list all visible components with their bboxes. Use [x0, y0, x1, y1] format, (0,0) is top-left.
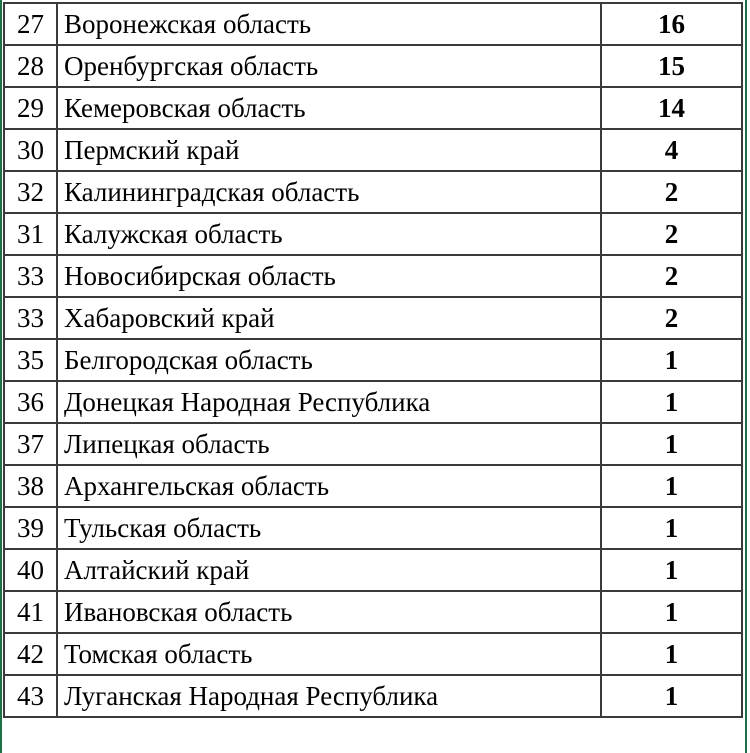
table-row: 38 Архангельская область 1: [3, 464, 743, 508]
table-row: 43 Луганская Народная Республика 1: [3, 674, 743, 718]
table-row: 31 Калужская область 2: [3, 212, 743, 256]
table-row: 29 Кемеровская область 14: [3, 86, 743, 130]
table-row: 30 Пермский край 4: [3, 128, 743, 172]
region-table: 27 Воронежская область 16 28 Оренбургская об…: [3, 2, 743, 718]
value-cell[interactable]: 2: [600, 170, 743, 214]
table-row: 37 Липецкая область 1: [3, 422, 743, 466]
table-row: 41 Ивановская область 1: [3, 590, 743, 634]
table-row: 28 Оренбургская область 15: [3, 44, 743, 88]
region-name-cell[interactable]: Воронежская область: [56, 2, 602, 46]
value-cell[interactable]: 14: [600, 86, 743, 130]
value-cell[interactable]: 1: [600, 674, 743, 718]
row-number-cell[interactable]: 41: [3, 590, 58, 634]
table-row: 27 Воронежская область 16: [3, 2, 743, 46]
row-number-cell[interactable]: 28: [3, 44, 58, 88]
row-number-cell[interactable]: 30: [3, 128, 58, 172]
region-name-cell[interactable]: Липецкая область: [56, 422, 602, 466]
row-number-cell[interactable]: 29: [3, 86, 58, 130]
value-cell[interactable]: 4: [600, 128, 743, 172]
value-cell[interactable]: 1: [600, 338, 743, 382]
table-row: 36 Донецкая Народная Республика 1: [3, 380, 743, 424]
region-name-cell[interactable]: Томская область: [56, 632, 602, 676]
table-row: 35 Белгородская область 1: [3, 338, 743, 382]
row-number-cell[interactable]: 37: [3, 422, 58, 466]
row-number-cell[interactable]: 39: [3, 506, 58, 550]
value-cell[interactable]: 15: [600, 44, 743, 88]
region-name-cell[interactable]: Луганская Народная Республика: [56, 674, 602, 718]
row-number-cell[interactable]: 32: [3, 170, 58, 214]
value-cell[interactable]: 1: [600, 632, 743, 676]
value-cell[interactable]: 1: [600, 548, 743, 592]
value-cell[interactable]: 1: [600, 380, 743, 424]
table-row: 40 Алтайский край 1: [3, 548, 743, 592]
row-number-cell[interactable]: 33: [3, 254, 58, 298]
row-number-cell[interactable]: 35: [3, 338, 58, 382]
value-cell[interactable]: 2: [600, 254, 743, 298]
value-cell[interactable]: 2: [600, 296, 743, 340]
region-name-cell[interactable]: Хабаровский край: [56, 296, 602, 340]
value-cell[interactable]: 1: [600, 422, 743, 466]
region-name-cell[interactable]: Новосибирская область: [56, 254, 602, 298]
row-number-cell[interactable]: 43: [3, 674, 58, 718]
value-cell[interactable]: 2: [600, 212, 743, 256]
value-cell[interactable]: 16: [600, 2, 743, 46]
region-name-cell[interactable]: Архангельская область: [56, 464, 602, 508]
region-name-cell[interactable]: Ивановская область: [56, 590, 602, 634]
row-number-cell[interactable]: 31: [3, 212, 58, 256]
table-row: 32 Калининградская область 2: [3, 170, 743, 214]
row-number-cell[interactable]: 42: [3, 632, 58, 676]
region-name-cell[interactable]: Белгородская область: [56, 338, 602, 382]
region-name-cell[interactable]: Пермский край: [56, 128, 602, 172]
value-cell[interactable]: 1: [600, 506, 743, 550]
row-number-cell[interactable]: 27: [3, 2, 58, 46]
region-name-cell[interactable]: Кемеровская область: [56, 86, 602, 130]
table-row: 33 Новосибирская область 2: [3, 254, 743, 298]
region-name-cell[interactable]: Донецкая Народная Республика: [56, 380, 602, 424]
selection-border-left: [0, 0, 2, 753]
row-number-cell[interactable]: 36: [3, 380, 58, 424]
table-row: 33 Хабаровский край 2: [3, 296, 743, 340]
region-name-cell[interactable]: Оренбургская область: [56, 44, 602, 88]
row-number-cell[interactable]: 38: [3, 464, 58, 508]
region-name-cell[interactable]: Калининградская область: [56, 170, 602, 214]
selection-border-right: [745, 0, 747, 753]
region-name-cell[interactable]: Тульская область: [56, 506, 602, 550]
value-cell[interactable]: 1: [600, 590, 743, 634]
table-row: 42 Томская область 1: [3, 632, 743, 676]
row-number-cell[interactable]: 33: [3, 296, 58, 340]
value-cell[interactable]: 1: [600, 464, 743, 508]
region-name-cell[interactable]: Алтайский край: [56, 548, 602, 592]
row-number-cell[interactable]: 40: [3, 548, 58, 592]
table-row: 39 Тульская область 1: [3, 506, 743, 550]
region-name-cell[interactable]: Калужская область: [56, 212, 602, 256]
